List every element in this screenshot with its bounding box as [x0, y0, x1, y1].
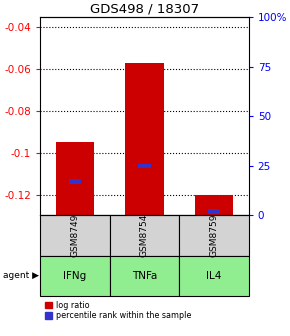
Bar	[179, 215, 249, 256]
Bar	[69, 179, 81, 184]
Bar	[125, 63, 164, 215]
Text: GSM8759: GSM8759	[209, 214, 218, 257]
Bar	[110, 256, 179, 296]
Bar	[110, 215, 179, 256]
Text: agent ▶: agent ▶	[3, 271, 39, 280]
Text: GSM8749: GSM8749	[70, 214, 79, 257]
Text: IL4: IL4	[206, 271, 222, 281]
Text: TNFa: TNFa	[132, 271, 157, 281]
Title: GDS498 / 18307: GDS498 / 18307	[90, 3, 199, 16]
Bar	[40, 215, 110, 256]
Bar	[40, 256, 110, 296]
Legend: log ratio, percentile rank within the sample: log ratio, percentile rank within the sa…	[44, 300, 192, 321]
Text: GSM8754: GSM8754	[140, 214, 149, 257]
Bar	[195, 195, 233, 215]
Text: IFNg: IFNg	[64, 271, 87, 281]
Bar	[208, 209, 220, 214]
Bar	[179, 256, 249, 296]
Bar	[56, 142, 94, 215]
Bar	[138, 164, 151, 168]
